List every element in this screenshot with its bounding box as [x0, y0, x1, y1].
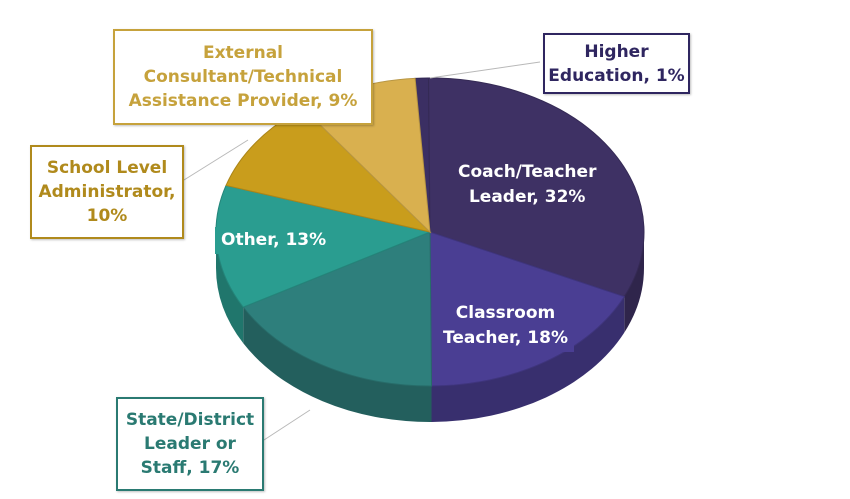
slice-classroom-teacher-side	[431, 296, 625, 422]
label-external-consultant: External Consultant/Technical Assistance…	[113, 29, 373, 125]
label-coach-teacher-leader: Coach/Teacher Leader, 32%	[458, 162, 597, 207]
leader-line-1	[429, 61, 541, 79]
label-higher-education: Higher Education, 1%	[543, 33, 690, 94]
leader-line-2	[183, 139, 249, 181]
leader-lines	[183, 61, 541, 441]
slice-other-side	[216, 232, 244, 344]
label-state-district-leader: State/District Leader or Staff, 17%	[116, 397, 264, 491]
slice-coach-teacher-leader	[428, 77, 645, 298]
pie-slices	[215, 77, 645, 387]
label-classroom-teacher: Classroom Teacher, 18%	[437, 300, 575, 352]
pie-depth	[216, 232, 644, 423]
slice-coach-teacher-leader-side	[624, 232, 644, 333]
label-other: Other, 13%	[215, 227, 333, 254]
label-school-level-administrator: School Level Administrator, 10%	[30, 145, 184, 239]
slice-state-district-side	[243, 307, 432, 423]
slice-state-district	[242, 231, 432, 387]
leader-line-3	[263, 409, 311, 441]
